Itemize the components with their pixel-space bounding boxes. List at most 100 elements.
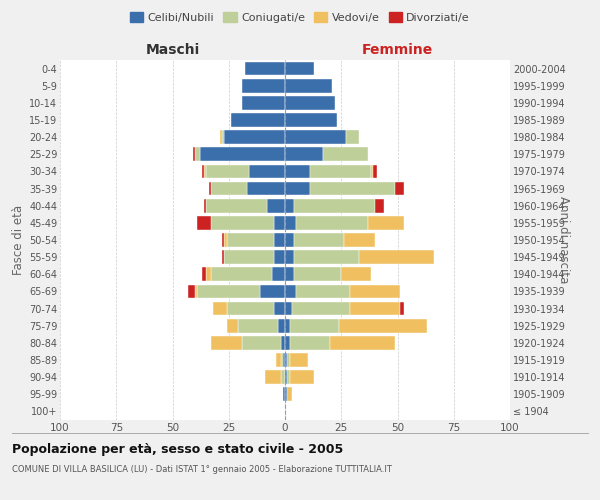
Bar [285, 164, 310, 178]
Bar [400, 302, 404, 316]
Bar [292, 302, 350, 316]
Bar [290, 370, 314, 384]
Bar [285, 130, 346, 144]
Bar [285, 353, 287, 367]
Bar [283, 388, 285, 401]
Bar [224, 130, 285, 144]
Bar [294, 250, 359, 264]
Bar [195, 148, 199, 161]
Bar [197, 284, 260, 298]
Bar [274, 302, 285, 316]
Bar [285, 233, 294, 247]
Bar [202, 268, 206, 281]
Bar [296, 216, 368, 230]
Bar [242, 336, 281, 349]
Bar [285, 148, 323, 161]
Bar [274, 250, 285, 264]
Bar [224, 250, 274, 264]
Bar [341, 268, 371, 281]
Bar [395, 182, 404, 196]
Bar [285, 370, 287, 384]
Bar [193, 148, 195, 161]
Bar [323, 148, 368, 161]
Bar [290, 319, 339, 332]
Bar [274, 233, 285, 247]
Bar [290, 336, 330, 349]
Bar [287, 370, 290, 384]
Bar [368, 216, 404, 230]
Bar [281, 353, 283, 367]
Bar [285, 302, 292, 316]
Bar [285, 319, 290, 332]
Bar [339, 319, 427, 332]
Y-axis label: Anni di nascita: Anni di nascita [557, 196, 570, 284]
Bar [290, 353, 308, 367]
Bar [373, 164, 377, 178]
Bar [294, 268, 341, 281]
Bar [202, 164, 204, 178]
Bar [285, 79, 332, 92]
Bar [296, 284, 350, 298]
Bar [204, 199, 206, 212]
Bar [285, 199, 294, 212]
Bar [247, 182, 285, 196]
Bar [195, 284, 197, 298]
Bar [285, 268, 294, 281]
Bar [343, 233, 375, 247]
Bar [211, 336, 242, 349]
Bar [285, 216, 296, 230]
Legend: Celibi/Nubili, Coniugati/e, Vedovi/e, Divorziati/e: Celibi/Nubili, Coniugati/e, Vedovi/e, Di… [125, 8, 475, 28]
Bar [310, 182, 395, 196]
Bar [276, 353, 281, 367]
Text: COMUNE DI VILLA BASILICA (LU) - Dati ISTAT 1° gennaio 2005 - Elaborazione TUTTIT: COMUNE DI VILLA BASILICA (LU) - Dati IST… [12, 466, 392, 474]
Bar [278, 319, 285, 332]
Bar [310, 164, 371, 178]
Bar [227, 319, 238, 332]
Text: Popolazione per età, sesso e stato civile - 2005: Popolazione per età, sesso e stato civil… [12, 442, 343, 456]
Bar [213, 302, 227, 316]
Text: Maschi: Maschi [145, 44, 200, 58]
Bar [287, 353, 290, 367]
Bar [281, 336, 285, 349]
Bar [285, 336, 290, 349]
Bar [274, 216, 285, 230]
Bar [206, 164, 249, 178]
Bar [285, 62, 314, 76]
Bar [206, 199, 267, 212]
Text: Femmine: Femmine [362, 44, 433, 58]
Bar [227, 302, 274, 316]
Bar [281, 370, 285, 384]
Bar [242, 96, 285, 110]
Bar [249, 164, 285, 178]
Bar [220, 130, 222, 144]
Bar [206, 268, 211, 281]
Bar [350, 302, 400, 316]
Bar [245, 62, 285, 76]
Bar [285, 182, 310, 196]
Bar [285, 250, 294, 264]
Bar [285, 113, 337, 127]
Bar [231, 113, 285, 127]
Bar [359, 250, 433, 264]
Bar [346, 130, 359, 144]
Bar [209, 182, 211, 196]
Bar [267, 199, 285, 212]
Bar [224, 233, 227, 247]
Bar [211, 182, 247, 196]
Bar [294, 199, 375, 212]
Bar [222, 250, 224, 264]
Bar [375, 199, 384, 212]
Bar [211, 216, 274, 230]
Bar [350, 284, 400, 298]
Bar [227, 233, 274, 247]
Bar [285, 388, 287, 401]
Bar [285, 96, 335, 110]
Bar [260, 284, 285, 298]
Bar [204, 164, 206, 178]
Bar [371, 164, 373, 178]
Bar [283, 353, 285, 367]
Bar [222, 233, 224, 247]
Bar [197, 216, 211, 230]
Bar [330, 336, 395, 349]
Bar [285, 284, 296, 298]
